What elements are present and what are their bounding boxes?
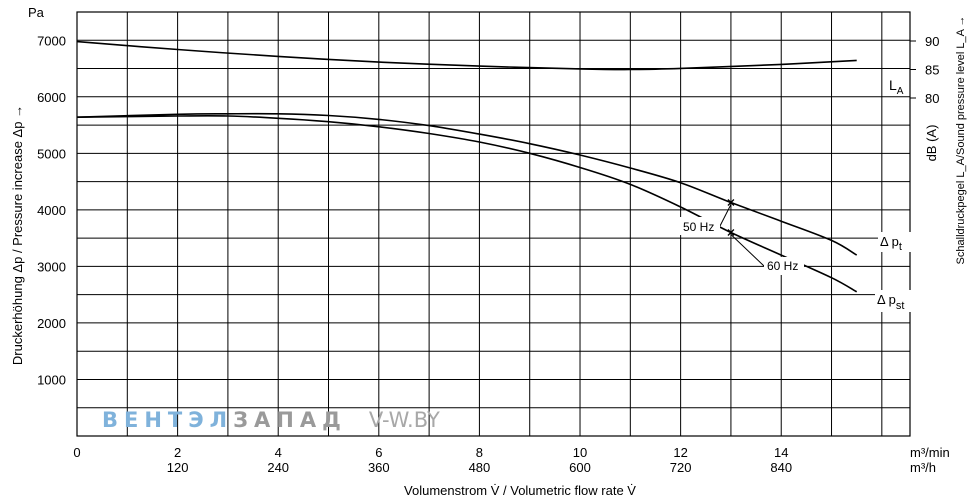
svg-text:Δ pt: Δ pt xyxy=(880,234,902,253)
x-tick-label: 14 xyxy=(774,445,788,460)
x-tick-label-secondary: 360 xyxy=(368,460,390,475)
label-la: LA xyxy=(889,77,904,97)
leader-60hz xyxy=(730,234,765,267)
y-tick-label: 6000 xyxy=(37,90,66,105)
x-tick-label: 10 xyxy=(573,445,587,460)
svg-text:60 Hz: 60 Hz xyxy=(767,259,798,273)
y-tick-label: 1000 xyxy=(37,372,66,387)
x-tick-label-secondary: 240 xyxy=(267,460,289,475)
plot-border xyxy=(76,11,911,437)
label-pt: Δ pt xyxy=(878,232,912,253)
curve-pst xyxy=(76,114,858,293)
x-tick-label: 8 xyxy=(476,445,483,460)
marker-stroke xyxy=(727,229,735,236)
label-50hz: 50 Hz xyxy=(680,217,720,235)
plot-frame xyxy=(76,11,916,437)
y-unit: Pa xyxy=(28,5,45,20)
x-axis-title: Volumenstrom V̇ / Volumetric flow rate V… xyxy=(404,483,636,498)
y-tick-label: 4000 xyxy=(37,203,66,218)
x-tick-label: 6 xyxy=(375,445,382,460)
marker-stroke xyxy=(727,199,735,206)
watermark: ВЕНТЭЛЗАПАД V-W.BY xyxy=(102,408,440,432)
x-tick-label: 2 xyxy=(174,445,181,460)
svg-text:LA: LA xyxy=(889,77,904,97)
curve-la xyxy=(76,40,857,71)
watermark-part3: V-W.BY xyxy=(368,408,440,432)
series-lines xyxy=(76,40,858,293)
x-unit-secondary: m³/h xyxy=(910,460,936,475)
x-tick-label-secondary: 720 xyxy=(670,460,692,475)
watermark-part2: ЗАПАД xyxy=(233,408,347,432)
x-unit-primary: m³/min xyxy=(910,445,950,460)
leader-50hz xyxy=(719,204,732,227)
label-pst: Δ pst xyxy=(875,290,913,312)
watermark-part1: ВЕНТЭЛ xyxy=(102,408,234,432)
x-tick-label-secondary: 120 xyxy=(167,460,189,475)
y-tick-label: 5000 xyxy=(37,146,66,161)
operating-point-marker xyxy=(727,229,735,236)
x-tick-label-secondary: 480 xyxy=(469,460,491,475)
tick-labels: 1000 2000 3000 4000 5000 6000 7000 0 2 4 6 8 10 12 14 1… xyxy=(37,33,939,475)
y-tick-label: 3000 xyxy=(37,259,66,274)
y-tick-label: 2000 xyxy=(37,316,66,331)
grid xyxy=(77,12,910,436)
y-tick-label: 7000 xyxy=(37,33,66,48)
y2-tick-label: 90 xyxy=(925,34,939,49)
y2-unit: dB (A) xyxy=(924,125,939,162)
label-60hz: 60 Hz xyxy=(764,257,804,275)
x-tick-label: 0 xyxy=(73,445,80,460)
x-tick-label: 4 xyxy=(275,445,282,460)
y2-tick-label: 80 xyxy=(925,91,939,106)
y2-axis-title: Schalldruckpegel L_A/Sound pressure leve… xyxy=(955,16,967,265)
curve-pt xyxy=(76,112,858,256)
y-axis-title: Druckerhöhung Δp / Pressure increase Δp … xyxy=(10,105,25,365)
x-tick-label-secondary: 600 xyxy=(569,460,591,475)
svg-text:50 Hz: 50 Hz xyxy=(683,220,714,234)
svg-text:Δ pst: Δ pst xyxy=(877,292,904,312)
y2-tick-label: 85 xyxy=(925,63,939,78)
x-tick-label: 12 xyxy=(673,445,687,460)
x-tick-label-secondary: 840 xyxy=(770,460,792,475)
operating-point-marker xyxy=(727,199,735,206)
